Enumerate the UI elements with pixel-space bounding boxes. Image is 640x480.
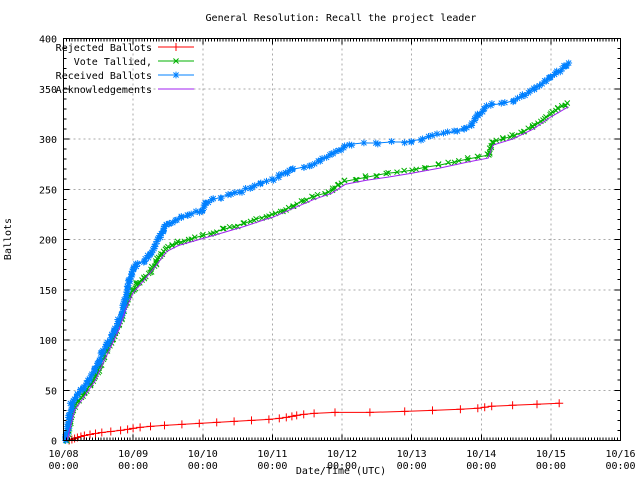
grid-layer <box>63 38 621 441</box>
x-tick-label-date: 10/09 <box>118 449 148 460</box>
y-tick-label: 250 <box>39 185 57 196</box>
series-acknowledgements <box>66 106 569 441</box>
legend-sample-marker <box>172 43 180 51</box>
legend-layer: Rejected Ballots Vote Tallied, Received Ba… <box>56 43 194 96</box>
x-tick-label-date: 10/12 <box>327 449 357 460</box>
x-tick-label-date: 10/15 <box>536 449 566 460</box>
series-rejected-ballots <box>65 399 564 445</box>
x-tick-label-time: 00:00 <box>257 461 287 472</box>
x-axis-title: Date/Time (UTC) <box>296 466 386 477</box>
x-tick-label-date: 10/14 <box>466 449 496 460</box>
series-line <box>65 102 569 441</box>
series-received-ballots <box>62 59 573 444</box>
series-line <box>65 63 569 441</box>
y-axis-title: Ballots <box>3 218 14 260</box>
y-tick-label: 400 <box>39 35 57 46</box>
y-tick-label: 150 <box>39 286 57 297</box>
legend-entry-vote-tallied: Vote Tallied, <box>74 57 194 68</box>
legend-sample-marker <box>173 58 179 64</box>
x-tick-label-date: 10/11 <box>257 449 287 460</box>
x-tick-label-time: 00:00 <box>536 461 566 472</box>
y-tick-label: 300 <box>39 135 57 146</box>
legend-label: Vote Tallied, <box>74 57 152 68</box>
series-markers <box>65 399 564 445</box>
axis-ticks <box>63 38 621 441</box>
y-tick-label: 100 <box>39 336 57 347</box>
y-tick-label: 200 <box>39 236 57 247</box>
x-tick-label-time: 00:00 <box>327 461 357 472</box>
y-tick-label: 50 <box>45 386 57 397</box>
series-layer <box>62 59 573 445</box>
x-tick-label-time: 00:00 <box>605 461 635 472</box>
tick-labels-layer: 05010015020025030035040010/0800:0010/090… <box>39 35 636 473</box>
legend-label: Rejected Ballots <box>56 43 152 54</box>
legend-entry-acknowledgements: Acknowledgements <box>56 85 194 96</box>
y-tick-label: 350 <box>39 85 57 96</box>
legend-entry-rejected-ballots: Rejected Ballots <box>56 43 194 54</box>
legend-label: Acknowledgements <box>56 85 152 96</box>
x-tick-label-time: 00:00 <box>188 461 218 472</box>
x-tick-label-date: 10/10 <box>188 449 218 460</box>
series-vote-tallied <box>63 100 571 444</box>
series-line <box>66 106 569 441</box>
x-tick-label-time: 00:00 <box>397 461 427 472</box>
legend-sample-marker <box>172 71 180 79</box>
series-markers <box>62 59 573 444</box>
x-tick-label-date: 10/13 <box>397 449 427 460</box>
axes-layer <box>63 38 621 441</box>
x-tick-label-time: 00:00 <box>118 461 148 472</box>
chart-title: General Resolution: Recall the project l… <box>206 13 477 24</box>
legend-label: Received Ballots <box>56 71 152 82</box>
x-tick-label-time: 00:00 <box>466 461 496 472</box>
series-line <box>68 402 560 441</box>
y-tick-label: 0 <box>51 437 57 448</box>
x-tick-label-date: 10/16 <box>605 449 635 460</box>
legend-entry-received-ballots: Received Ballots <box>56 71 194 82</box>
x-tick-label-time: 00:00 <box>48 461 78 472</box>
x-tick-label-date: 10/08 <box>48 449 78 460</box>
series-markers <box>63 100 571 444</box>
